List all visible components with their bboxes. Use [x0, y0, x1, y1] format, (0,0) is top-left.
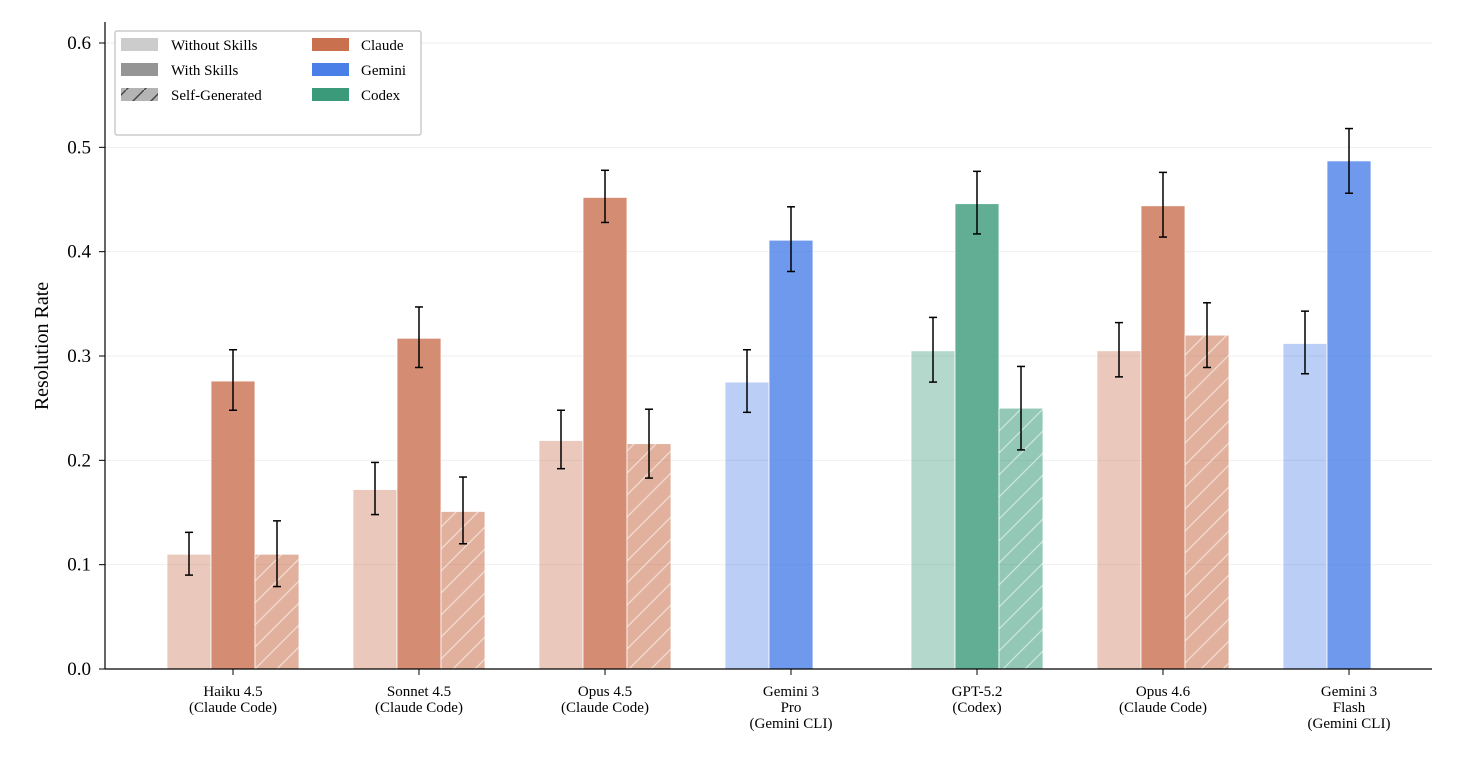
- legend-swatch-claude: [312, 38, 349, 51]
- x-tick-label: (Gemini CLI): [1308, 716, 1391, 732]
- error-bars: [185, 127, 1353, 588]
- legend-label-with: With Skills: [171, 63, 238, 79]
- bar-without-skills: [352, 489, 398, 670]
- legend-frame: [114, 30, 422, 136]
- bar-with-skills: [1326, 160, 1372, 670]
- y-tick-label: 0.2: [67, 450, 91, 471]
- axes: [104, 22, 1432, 670]
- y-tick-label: 0.0: [67, 659, 91, 680]
- x-tick-label: Pro: [781, 700, 802, 716]
- bar-without-skills: [910, 350, 956, 670]
- error-bar: [929, 316, 937, 383]
- y-ticks: 0.0 0.1 0.2 0.3 0.4 0.5 0.6: [67, 33, 105, 680]
- bar-with-skills: [210, 380, 256, 670]
- bar-without-skills: [1096, 350, 1142, 670]
- y-tick-label: 0.6: [67, 33, 91, 54]
- bar-with-skills: [582, 197, 628, 670]
- error-bar: [273, 520, 281, 588]
- legend-swatch-gemini: [312, 63, 349, 76]
- error-bar: [1115, 321, 1123, 378]
- x-tick-label: (Gemini CLI): [750, 716, 833, 732]
- x-tick-label: GPT-5.2: [952, 684, 1003, 700]
- error-bar: [601, 169, 609, 224]
- error-bar: [1301, 310, 1309, 375]
- y-tick-label: 0.1: [67, 555, 91, 576]
- error-bar: [743, 348, 751, 414]
- error-bar: [459, 476, 467, 545]
- x-tick-label: Gemini 3: [763, 684, 819, 700]
- error-bar: [645, 408, 653, 479]
- x-tick-label: (Claude Code): [1119, 700, 1207, 716]
- x-tick-label: Gemini 3: [1321, 684, 1377, 700]
- error-bar: [557, 409, 565, 470]
- error-bar: [1345, 127, 1353, 194]
- x-tick-label: (Claude Code): [375, 700, 463, 716]
- bar-with-skills: [768, 239, 814, 670]
- y-tick-label: 0.5: [67, 137, 91, 158]
- legend-swatch-without: [121, 38, 158, 51]
- error-bar: [229, 348, 237, 412]
- error-bar: [371, 461, 379, 516]
- x-tick-label: (Codex): [952, 700, 1001, 716]
- bar-without-skills: [538, 440, 584, 670]
- bars: [166, 160, 1372, 670]
- legend: Without Skills With Skills Self-Generate…: [114, 30, 422, 136]
- x-tick-label: Opus 4.5: [578, 684, 632, 700]
- y-axis-label: Resolution Rate: [31, 282, 53, 410]
- bar-hatch: [1185, 335, 1229, 669]
- bar-without-skills: [724, 381, 770, 670]
- error-bar: [973, 170, 981, 235]
- legend-swatch-with: [121, 63, 158, 76]
- bar-with-skills: [954, 203, 1000, 670]
- x-tick-label: Haiku 4.5: [203, 684, 262, 700]
- legend-label-claude: Claude: [361, 38, 404, 54]
- x-tick-label: Sonnet 4.5: [387, 684, 451, 700]
- y-tick-label: 0.3: [67, 346, 91, 367]
- legend-label-codex: Codex: [361, 88, 401, 104]
- legend-label-without: Without Skills: [171, 38, 258, 54]
- legend-label-self: Self-Generated: [171, 88, 262, 104]
- x-tick-label: Flash: [1333, 700, 1366, 716]
- error-bar: [185, 531, 193, 576]
- error-bar: [415, 306, 423, 369]
- bar-without-skills: [1282, 343, 1328, 670]
- y-tick-label: 0.4: [67, 242, 91, 263]
- x-tick-label: Opus 4.6: [1136, 684, 1191, 700]
- error-bar: [1017, 365, 1025, 451]
- x-ticks: Haiku 4.5(Claude Code)Sonnet 4.5(Claude …: [189, 669, 1390, 732]
- x-tick-label: (Claude Code): [189, 700, 277, 716]
- error-bar: [1203, 302, 1211, 369]
- legend-swatch-codex: [312, 88, 349, 101]
- x-tick-label: (Claude Code): [561, 700, 649, 716]
- legend-swatch-self-hatch: [121, 88, 158, 101]
- error-bar: [1159, 171, 1167, 238]
- bar-hatch: [999, 408, 1043, 669]
- error-bar: [787, 206, 795, 273]
- bar-with-skills: [1140, 205, 1186, 670]
- bar-hatch: [627, 443, 671, 669]
- legend-label-gemini: Gemini: [361, 63, 406, 79]
- bar-with-skills: [396, 337, 442, 670]
